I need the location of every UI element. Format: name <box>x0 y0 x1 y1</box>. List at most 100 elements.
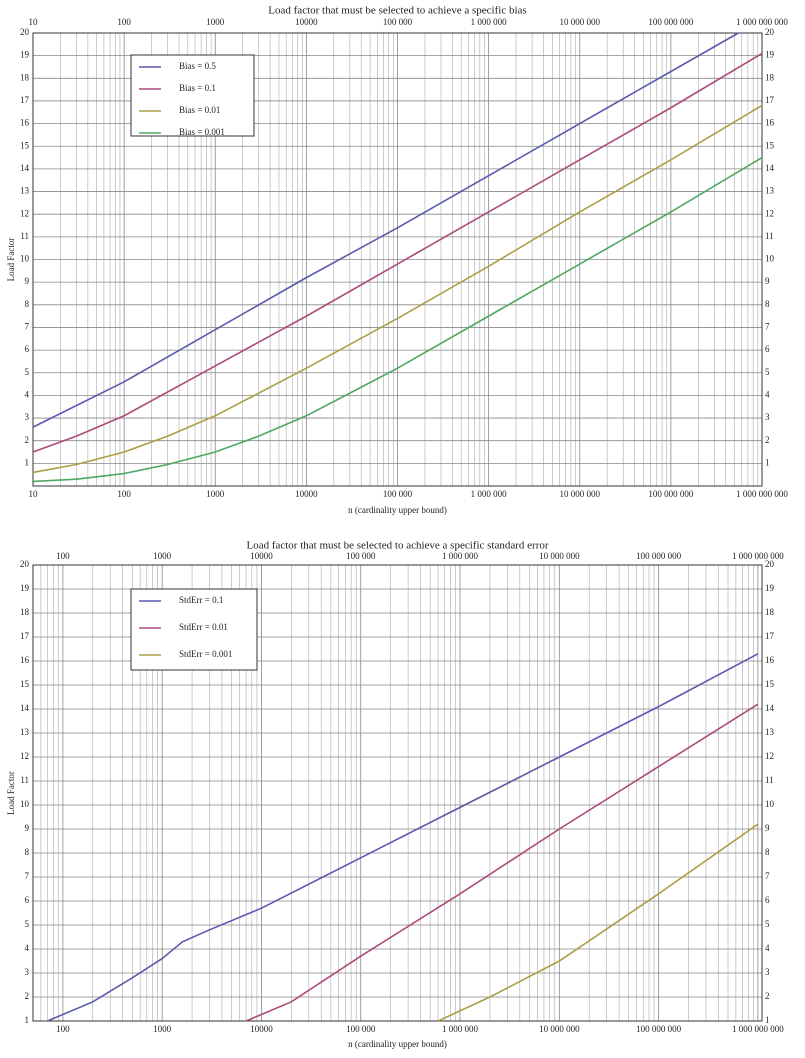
y-tick-label: 19 <box>20 583 30 593</box>
x-tick-label-top: 100 000 000 <box>648 17 694 27</box>
y-tick-label-right: 2 <box>765 991 770 1001</box>
y-tick-label-right: 9 <box>765 276 770 286</box>
x-tick-label: 100 000 000 <box>636 1024 682 1034</box>
y-tick-label: 11 <box>20 231 29 241</box>
x-tick-label: 100 <box>117 489 131 499</box>
y-tick-label-right: 1 <box>765 457 770 467</box>
x-tick-label: 1 000 000 000 <box>732 1024 784 1034</box>
y-tick-label-right: 11 <box>765 775 774 785</box>
legend-box <box>130 54 255 137</box>
x-tick-label-top: 100 <box>117 17 131 27</box>
chart-title: Load factor that must be selected to ach… <box>246 540 548 552</box>
y-tick-label-right: 10 <box>765 799 775 809</box>
y-tick-label: 3 <box>25 412 30 422</box>
chart: Load factor that must be selected to ach… <box>6 5 788 516</box>
y-tick-label-right: 11 <box>765 231 774 241</box>
series-line <box>437 823 759 1022</box>
y-tick-label: 20 <box>20 27 30 37</box>
x-tick-label: 100 000 <box>383 489 413 499</box>
series-line <box>32 156 763 483</box>
y-tick-label: 9 <box>25 276 30 286</box>
y-tick-label: 6 <box>25 344 30 354</box>
x-tick-label-top: 1000 <box>153 551 172 561</box>
y-tick-label-right: 1 <box>765 1015 770 1025</box>
y-tick-label-right: 2 <box>765 435 770 445</box>
x-tick-label: 1000 <box>206 489 225 499</box>
y-tick-label: 7 <box>25 871 30 881</box>
y-tick-label: 15 <box>20 679 30 689</box>
y-axis-label: Load Factor <box>6 771 16 815</box>
y-tick-label-right: 19 <box>765 583 775 593</box>
y-tick-label-right: 4 <box>765 389 770 399</box>
x-tick-label: 100 <box>56 1024 70 1034</box>
y-tick-label-right: 13 <box>765 186 775 196</box>
series-line <box>47 653 759 1022</box>
y-tick-label: 12 <box>20 208 29 218</box>
y-tick-label-right: 10 <box>765 254 775 264</box>
x-tick-label-top: 1 000 000 <box>442 551 479 561</box>
y-tick-label-right: 13 <box>765 727 775 737</box>
chart-title: Load factor that must be selected to ach… <box>268 5 526 17</box>
y-tick-label-right: 5 <box>765 367 770 377</box>
y-tick-label-right: 6 <box>765 895 770 905</box>
y-tick-label-right: 14 <box>765 703 775 713</box>
y-tick-label: 7 <box>25 322 30 332</box>
legend-box <box>130 588 258 671</box>
y-tick-label-right: 3 <box>765 412 770 422</box>
legend-label: Bias = 0.1 <box>179 83 216 93</box>
y-tick-label-right: 6 <box>765 344 770 354</box>
y-tick-label: 1 <box>25 457 30 467</box>
y-tick-label-right: 9 <box>765 823 770 833</box>
y-tick-label: 13 <box>20 727 30 737</box>
y-tick-label-right: 18 <box>765 72 775 82</box>
plot-frame <box>32 32 763 487</box>
y-tick-label-right: 16 <box>765 655 775 665</box>
x-tick-label-top: 100 000 000 <box>636 551 682 561</box>
legend-label: Bias = 0.001 <box>179 127 225 137</box>
x-tick-label-top: 10000 <box>295 17 318 27</box>
y-tick-label: 10 <box>20 799 30 809</box>
legend-label: Bias = 0.5 <box>179 61 216 71</box>
y-tick-label: 9 <box>25 823 30 833</box>
x-tick-label-top: 10000 <box>250 551 273 561</box>
y-tick-label: 14 <box>20 703 30 713</box>
y-tick-label: 2 <box>25 435 30 445</box>
x-tick-label-top: 10 000 000 <box>560 17 601 27</box>
x-tick-label: 10000 <box>295 489 318 499</box>
chart: Load factor that must be selected to ach… <box>6 540 784 1050</box>
y-tick-label-right: 7 <box>765 322 770 332</box>
y-tick-label-right: 5 <box>765 919 770 929</box>
y-tick-label: 5 <box>25 367 30 377</box>
plot-frame <box>32 564 763 1022</box>
y-tick-label: 17 <box>20 631 30 641</box>
y-tick-label-right: 14 <box>765 163 775 173</box>
x-tick-label-top: 100 000 <box>346 551 376 561</box>
x-tick-label-top: 1 000 000 <box>471 17 508 27</box>
y-tick-label: 2 <box>25 991 30 1001</box>
x-tick-label: 100 000 <box>346 1024 376 1034</box>
y-tick-label-right: 4 <box>765 943 770 953</box>
y-tick-label: 19 <box>20 50 30 60</box>
y-tick-label-right: 16 <box>765 118 775 128</box>
legend-label: StdErr = 0.01 <box>179 622 228 632</box>
y-tick-label: 1 <box>25 1015 30 1025</box>
y-tick-label-right: 3 <box>765 967 770 977</box>
y-tick-label: 11 <box>20 775 29 785</box>
y-tick-label: 8 <box>25 847 30 857</box>
series-line <box>245 703 759 1022</box>
x-tick-label-top: 1 000 000 000 <box>732 551 784 561</box>
y-tick-label: 12 <box>20 751 29 761</box>
x-tick-label-top: 1 000 000 000 <box>736 17 788 27</box>
y-tick-label: 16 <box>20 118 30 128</box>
y-tick-label-right: 15 <box>765 679 775 689</box>
x-tick-label: 10 000 000 <box>560 489 601 499</box>
y-tick-label: 10 <box>20 254 30 264</box>
x-tick-label: 10000 <box>250 1024 273 1034</box>
x-tick-label-top: 100 <box>56 551 70 561</box>
series-line <box>32 104 763 474</box>
y-tick-label-right: 17 <box>765 631 775 641</box>
x-tick-label: 1 000 000 000 <box>736 489 788 499</box>
y-tick-label: 18 <box>20 607 30 617</box>
y-tick-label-right: 8 <box>765 299 770 309</box>
y-tick-label: 13 <box>20 186 30 196</box>
